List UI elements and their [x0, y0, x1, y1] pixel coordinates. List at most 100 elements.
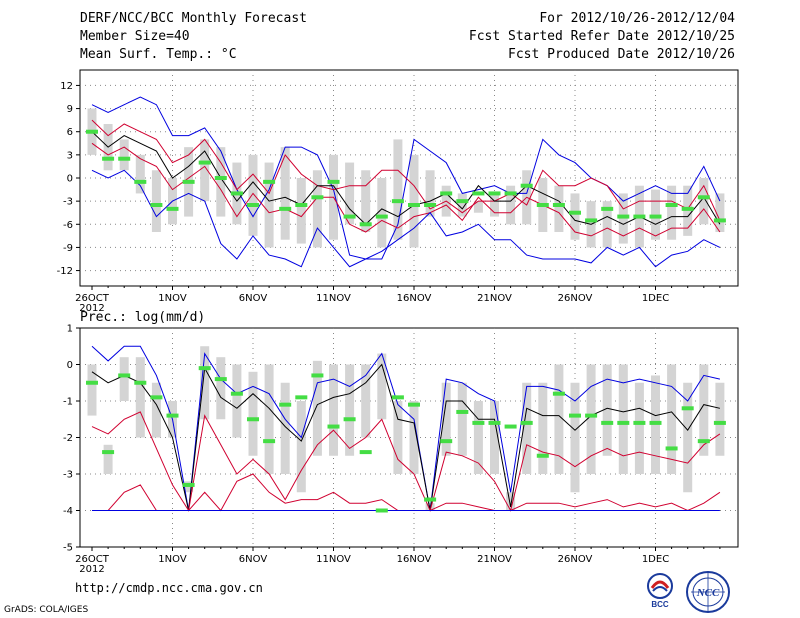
precip-median-marker [504, 424, 517, 429]
precip-median-marker [134, 380, 147, 385]
precip-box [570, 382, 580, 493]
temp-xtick-label: 6NOV [239, 293, 268, 304]
temp-median-marker [536, 203, 549, 207]
member-size: Member Size=40 [80, 29, 190, 44]
temp-box [715, 193, 725, 232]
temp-median-marker [343, 214, 356, 219]
precip-median-marker [472, 420, 485, 425]
temp-box [135, 154, 145, 194]
temp-median-marker [182, 179, 195, 184]
precip-box [119, 357, 129, 401]
temp-median-marker [391, 199, 404, 204]
precip-median-marker [359, 450, 372, 455]
precip-median-marker [552, 391, 565, 396]
precip-box [87, 364, 97, 416]
temp-median-marker [601, 206, 614, 211]
precip-median-marker [488, 420, 501, 425]
temp-ytick-label: 6 [67, 127, 73, 138]
precip-series-max [91, 345, 721, 511]
precip-median-marker [649, 420, 662, 425]
temp-box [248, 154, 258, 236]
temp-box [345, 162, 355, 225]
precip-box [377, 353, 387, 420]
temp-ytick-label: 0 [67, 174, 73, 185]
temp-box [264, 162, 274, 248]
precip-median-marker [86, 380, 98, 385]
ncc-logo-text: NCC [696, 587, 720, 599]
temp-median-marker [488, 191, 501, 196]
precip-box [715, 382, 725, 456]
temp-box [312, 170, 322, 248]
precip-median-marker [569, 413, 581, 418]
precip-median-marker [214, 377, 227, 382]
precip-box [473, 401, 483, 474]
precip-xtick-label: 26NOV [558, 554, 593, 565]
temp-median-marker [359, 222, 372, 227]
precip-box [634, 382, 644, 474]
temp-median-marker [102, 156, 115, 161]
temp-box [490, 193, 499, 217]
precip-median-marker [150, 395, 163, 400]
temp-box [506, 185, 516, 225]
temp-box [296, 178, 306, 244]
temp-median-marker [408, 203, 420, 207]
precip-median-marker [118, 373, 131, 378]
temp-xtick-label: 11NOV [316, 293, 351, 304]
precip-median-marker [247, 417, 259, 422]
temp-ytick-label: 9 [67, 104, 73, 115]
precip-box [506, 492, 516, 511]
precip-box [312, 360, 322, 456]
bcc-logo-text: BCC [651, 600, 669, 609]
forecast-produced-date: Fcst Produced Date 2012/10/26 [508, 47, 735, 62]
temp-median-marker [681, 206, 694, 211]
temp-median-marker [520, 183, 533, 188]
precip-xtick-label: 1DEC [642, 554, 669, 565]
precip-series-mean [91, 363, 721, 511]
temp-median-marker [86, 129, 98, 134]
precip-median-marker [263, 439, 276, 444]
precip-box [232, 364, 242, 438]
temp-box [377, 178, 387, 248]
temp-median-marker [440, 191, 453, 196]
temp-series-min [91, 169, 721, 268]
precip-median-marker [697, 439, 710, 444]
precip-series-upper [91, 411, 721, 512]
forecast-start-date: Fcst Started Refer Date 2012/10/25 [468, 29, 735, 44]
precip-median-marker [182, 482, 195, 487]
temp-median-marker [247, 203, 259, 207]
precip-box [151, 382, 161, 438]
temp-median-marker [214, 176, 227, 180]
precip-ytick-label: -3 [63, 470, 73, 481]
temp-series-max [91, 96, 721, 260]
precip-xtick-label: 1NOV [158, 554, 187, 565]
source-url[interactable]: http://cmdp.ncc.cma.gov.cn [75, 581, 263, 595]
precip-median-marker [713, 420, 726, 425]
temp-median-marker [472, 191, 485, 196]
temp-box [200, 139, 210, 202]
precip-box [522, 382, 532, 474]
temp-xtick-label: 26OCT [75, 293, 110, 304]
precip-median-marker [456, 409, 469, 414]
precip-box [490, 401, 499, 474]
temp-ytick-label: 3 [67, 150, 73, 161]
precip-box [216, 357, 226, 420]
precip-year-label: 2012 [79, 564, 104, 575]
precip-ytick-label: -4 [63, 506, 73, 517]
precip-box [264, 364, 274, 474]
precip-box [200, 346, 210, 420]
precip-median-marker [279, 402, 292, 407]
temp-median-marker [166, 206, 179, 211]
temp-box [457, 193, 467, 217]
temp-median-marker [585, 218, 598, 223]
precip-median-marker [311, 373, 324, 378]
precip-box [441, 382, 451, 456]
temp-median-marker [134, 179, 147, 184]
temp-ytick-label: -3 [63, 197, 73, 208]
precip-box [683, 382, 693, 493]
forecast-period: For 2012/10/26-2012/12/04 [539, 11, 735, 26]
temp-median-marker [665, 203, 678, 207]
precip-ytick-label: -1 [63, 397, 73, 408]
precip-median-marker [166, 413, 179, 418]
temp-median-marker [327, 179, 340, 184]
